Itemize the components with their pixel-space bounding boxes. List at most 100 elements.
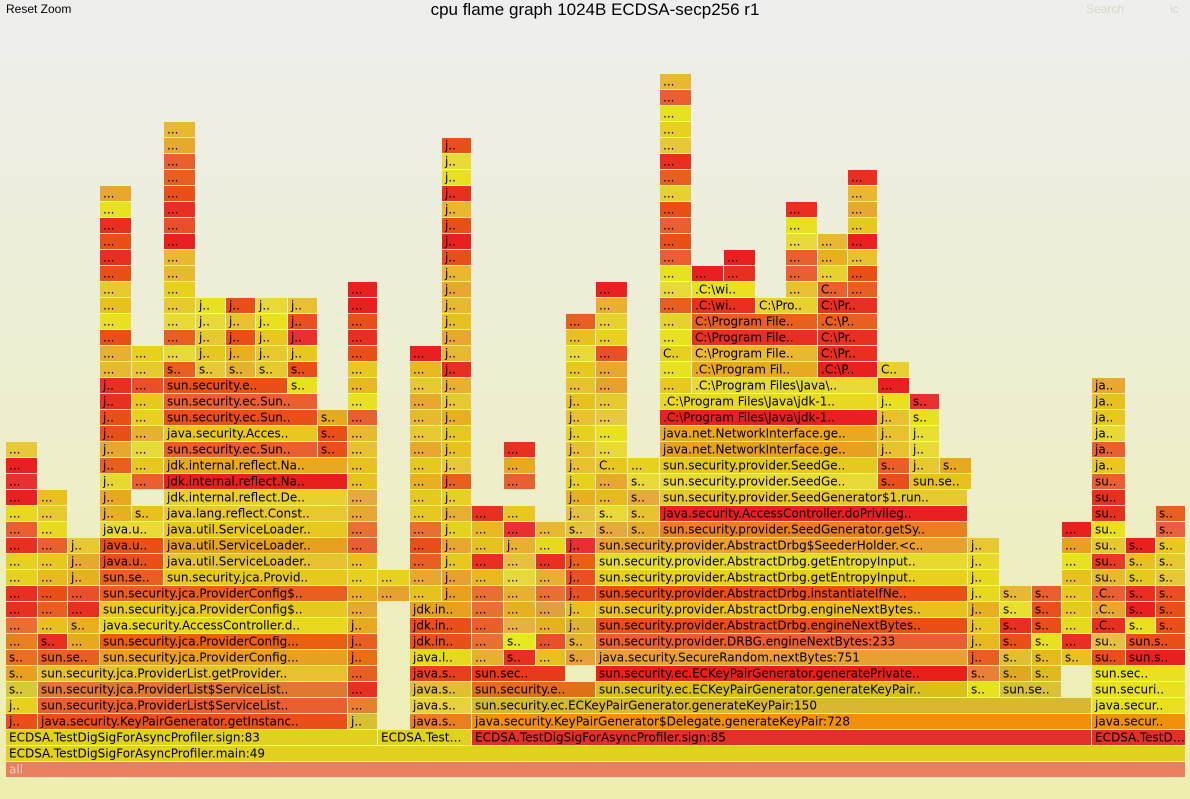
flame-frame-bar[interactable]	[536, 618, 565, 633]
flame-frame-bar[interactable]	[100, 378, 131, 393]
flame-frame-bar[interactable]	[410, 570, 441, 585]
flame-frame[interactable]: s..	[6, 682, 37, 697]
reset-zoom-button[interactable]: Reset Zoom	[6, 2, 72, 16]
flame-frame-bar[interactable]	[472, 522, 503, 537]
flame-frame-bar[interactable]	[1126, 618, 1155, 633]
flame-frame-bar[interactable]	[596, 330, 627, 345]
flame-frame[interactable]: ...	[100, 250, 131, 265]
flame-frame[interactable]: ...	[6, 618, 37, 633]
flame-frame-bar[interactable]	[1000, 650, 1031, 665]
flame-frame[interactable]: ...	[1062, 634, 1091, 649]
flame-frame[interactable]: ECDSA.Test…	[378, 730, 471, 745]
flame-frame-bar[interactable]	[164, 266, 195, 281]
flame-frame[interactable]: java.net.NetworkInterface.ge..	[660, 426, 877, 441]
flame-frame[interactable]: ...	[348, 522, 377, 537]
flame-frame-bar[interactable]	[596, 346, 627, 361]
flame-frame[interactable]: .C:\wi..	[692, 298, 755, 313]
flame-frame-bar[interactable]	[596, 522, 627, 537]
flame-frame-bar[interactable]	[410, 378, 441, 393]
flame-frame-bar[interactable]	[378, 570, 409, 585]
flame-frame[interactable]: j..	[566, 394, 595, 409]
flame-frame-bar[interactable]	[348, 634, 377, 649]
flame-frame[interactable]: j..	[566, 506, 595, 521]
flame-frame-bar[interactable]	[692, 378, 877, 393]
flame-frame-bar[interactable]	[100, 506, 131, 521]
flame-frame-bar[interactable]	[442, 282, 471, 297]
flame-frame[interactable]: j..	[442, 458, 471, 473]
flame-frame-bar[interactable]	[348, 410, 377, 425]
flame-frame-bar[interactable]	[566, 362, 595, 377]
flame-frame[interactable]: ...	[348, 394, 377, 409]
flame-frame-bar[interactable]	[1000, 602, 1031, 617]
flame-frame-bar[interactable]	[1092, 458, 1125, 473]
flame-frame[interactable]: ...	[38, 538, 67, 553]
flame-frame-bar[interactable]	[100, 538, 163, 553]
flame-frame[interactable]: sun.security.ec.ECKeyPairGenerator.gener…	[472, 698, 1091, 713]
flame-frame-bar[interactable]	[226, 314, 255, 329]
flame-frame-bar[interactable]	[410, 698, 471, 713]
flame-frame-bar[interactable]	[910, 426, 939, 441]
flame-frame[interactable]: ja..	[1092, 458, 1125, 473]
flame-frame-bar[interactable]	[596, 506, 627, 521]
flame-frame-bar[interactable]	[660, 74, 691, 89]
flame-frame[interactable]: java.secur..	[1092, 698, 1185, 713]
flame-frame[interactable]: ...	[348, 538, 377, 553]
flame-frame-bar[interactable]	[472, 618, 503, 633]
flame-frame[interactable]: j..	[566, 554, 595, 569]
flame-frame[interactable]: ...	[68, 586, 99, 601]
flame-frame[interactable]: ...	[348, 410, 377, 425]
flame-frame[interactable]: ja..	[1092, 378, 1125, 393]
flame-frame[interactable]: ...	[848, 250, 877, 265]
flame-frame-bar[interactable]	[878, 426, 909, 441]
flame-frame-bar[interactable]	[196, 298, 225, 313]
flame-frame-bar[interactable]	[164, 314, 195, 329]
flame-frame[interactable]: java.security.AccessController.d..	[100, 618, 347, 633]
flame-frame[interactable]: sun.security.provider.AbstractDrbg.insta…	[596, 586, 967, 601]
flame-frame-bar[interactable]	[1156, 554, 1185, 569]
flame-frame[interactable]: j..	[878, 442, 909, 457]
flame-frame-bar[interactable]	[660, 426, 877, 441]
flame-frame-bar[interactable]	[348, 602, 377, 617]
flame-frame-bar[interactable]	[100, 458, 131, 473]
flame-frame[interactable]: sun.security.jca.ProviderList.getProvide…	[38, 666, 347, 681]
flame-frame-bar[interactable]	[442, 298, 471, 313]
flame-frame-bar[interactable]	[1000, 682, 1061, 697]
flame-frame[interactable]: sun.security.ec.Sun..	[164, 394, 317, 409]
flame-frame-bar[interactable]	[818, 298, 877, 313]
flame-frame[interactable]: j..	[442, 442, 471, 457]
flame-frame-bar[interactable]	[6, 602, 37, 617]
flame-frame-bar[interactable]	[38, 698, 347, 713]
flame-frame[interactable]: ...	[410, 586, 441, 601]
flame-frame-bar[interactable]	[848, 202, 877, 217]
flame-frame[interactable]: sun.s..	[1126, 650, 1185, 665]
flame-frame-bar[interactable]	[164, 250, 195, 265]
flame-frame-bar[interactable]	[910, 410, 939, 425]
flame-frame-bar[interactable]	[692, 298, 755, 313]
flame-frame[interactable]: ...	[536, 634, 565, 649]
flame-frame-bar[interactable]	[566, 554, 595, 569]
flame-frame[interactable]: ...	[1062, 570, 1091, 585]
flame-frame-bar[interactable]	[566, 586, 595, 601]
flame-frame-bar[interactable]	[756, 298, 817, 313]
flame-frame[interactable]: ...	[348, 346, 377, 361]
flame-frame-bar[interactable]	[6, 746, 1185, 761]
flame-frame-bar[interactable]	[596, 314, 627, 329]
flame-frame-bar[interactable]	[442, 458, 471, 473]
flame-frame[interactable]: j..	[196, 346, 225, 361]
flame-frame[interactable]: ...	[848, 186, 877, 201]
flame-frame[interactable]: s..	[1000, 650, 1031, 665]
flame-frame[interactable]: C:\Program File..	[692, 330, 817, 345]
flame-frame-bar[interactable]	[1126, 586, 1155, 601]
flame-frame[interactable]: java.u..	[100, 554, 163, 569]
flame-frame-bar[interactable]	[660, 298, 691, 313]
flame-frame[interactable]: ...	[472, 538, 503, 553]
flame-frame[interactable]: ...	[472, 618, 503, 633]
flame-frame-bar[interactable]	[68, 634, 99, 649]
flame-frame[interactable]: ...	[6, 458, 37, 473]
flame-frame-bar[interactable]	[504, 522, 535, 537]
flame-frame-bar[interactable]	[596, 282, 627, 297]
flame-frame[interactable]: java.util.ServiceLoader..	[164, 522, 347, 537]
flame-frame-bar[interactable]	[410, 538, 441, 553]
flame-frame-bar[interactable]	[164, 554, 347, 569]
flame-frame[interactable]: ja..	[1092, 410, 1125, 425]
